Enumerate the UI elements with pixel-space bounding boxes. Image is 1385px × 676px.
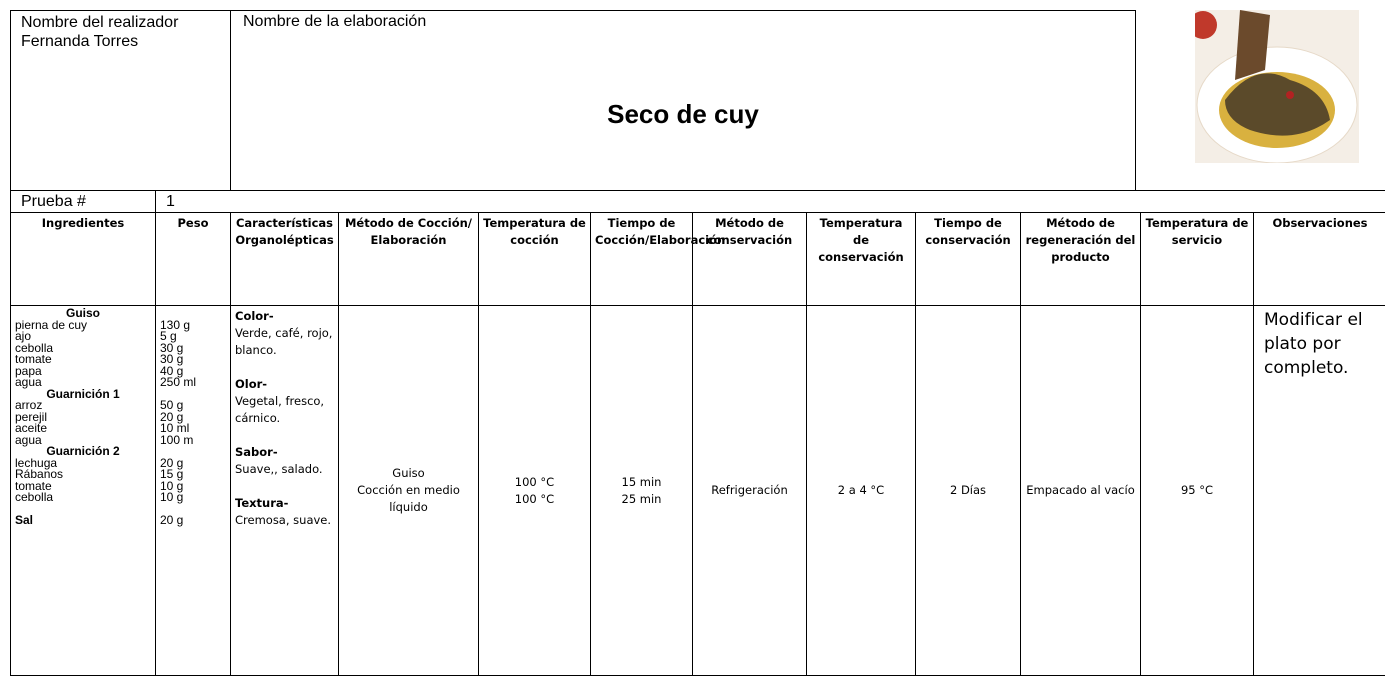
realizador: Fernanda Torres xyxy=(11,32,231,51)
realizador-cell: Nombre del realizador Fernanda Torres xyxy=(10,10,231,191)
ingredient: cebolla xyxy=(15,492,151,504)
leg xyxy=(1235,10,1270,80)
cook-temp: 100 °C xyxy=(483,474,586,491)
spacer xyxy=(15,504,151,516)
characteristic-text: Vegetal, fresco, cárnico. xyxy=(235,393,334,427)
service-temp: 95 °C xyxy=(1141,306,1254,676)
column-header: Temperatura de servicio xyxy=(1141,213,1254,306)
conservation-temp: 2 a 4 °C xyxy=(807,306,916,676)
weight: 100 m xyxy=(160,435,226,447)
salt: Sal xyxy=(15,515,151,527)
weight: 10 g xyxy=(160,492,226,504)
dish-title: Seco de cuy xyxy=(231,99,1135,130)
cook-time: 25 min xyxy=(595,491,688,508)
elaboracion-label: Nombre de la elaboración xyxy=(231,11,1135,31)
prueba-value: 1 xyxy=(155,190,1385,213)
characteristics: Color- Verde, café, rojo, blanco. Olor- Veg… xyxy=(231,306,339,676)
characteristic-label: Sabor- xyxy=(235,445,278,459)
method: Guiso xyxy=(343,465,474,482)
characteristic: Sabor- Suave,, salado. xyxy=(235,444,334,478)
weight: 250 ml xyxy=(160,377,226,389)
column-header: Características Organolépticas xyxy=(231,213,339,306)
column-header: Método de regeneración del producto xyxy=(1021,213,1141,306)
column-header: Temperatura de conservación xyxy=(807,213,916,306)
column-header: Ingredientes xyxy=(11,213,156,306)
ingredient: pierna de cuy xyxy=(15,320,151,332)
observations: Modificar el plato por completo. xyxy=(1254,306,1385,676)
characteristic: Olor- Vegetal, fresco, cárnico. xyxy=(235,376,334,427)
characteristic-text: Cremosa, suave. xyxy=(235,512,334,529)
elaboracion-cell: Nombre de la elaboración Seco de cuy xyxy=(230,10,1136,191)
dish-photo xyxy=(1195,10,1359,163)
regeneration: Empacado al vacío xyxy=(1021,306,1141,676)
conservation-time: 2 Días xyxy=(916,306,1021,676)
weight: 20 g xyxy=(160,515,226,527)
prueba-label: Prueba # xyxy=(10,190,156,213)
column-header: Método de Cocción/ Elaboración xyxy=(339,213,479,306)
column-header: Tiempo de conservación xyxy=(916,213,1021,306)
characteristic: Textura- Cremosa, suave. xyxy=(235,495,334,529)
characteristic-text: Verde, café, rojo, blanco. xyxy=(235,325,334,359)
column-header: Observaciones xyxy=(1254,213,1385,306)
method: Cocción en medio líquido xyxy=(343,482,474,516)
pepper xyxy=(1286,91,1294,99)
column-header: Peso xyxy=(156,213,231,306)
column-header: Método de conservación xyxy=(693,213,807,306)
characteristic-text: Suave,, salado. xyxy=(235,461,334,478)
realizador-label: Nombre del realizador xyxy=(11,11,231,32)
column-header: Temperatura de cocción xyxy=(479,213,591,306)
characteristic-label: Color- xyxy=(235,309,274,323)
characteristic-label: Textura- xyxy=(235,496,288,510)
cook-temp: 100 °C xyxy=(483,491,586,508)
conservation-method: Refrigeración xyxy=(693,306,807,676)
characteristic: Color- Verde, café, rojo, blanco. xyxy=(235,308,334,359)
column-header: Tiempo de Cocción/Elaboración xyxy=(591,213,693,306)
cook-time: 15 min xyxy=(595,474,688,491)
characteristic-label: Olor- xyxy=(235,377,267,391)
